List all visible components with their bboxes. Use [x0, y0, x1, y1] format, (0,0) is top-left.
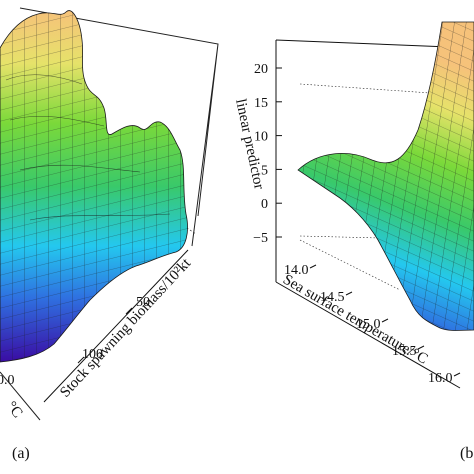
panel-b-ztick-label: 0: [261, 197, 268, 212]
panel-a-xtick-mark: [77, 356, 85, 364]
panel-a: 50 100 Stock spawning biomass/10²kt 10.0…: [0, 7, 219, 462]
panel-b-ytick-mark: [417, 345, 425, 350]
panel-a-box-edges: [0, 7, 219, 421]
panel-b-ytick-label: 16.0: [428, 371, 453, 386]
panel-b-ztick-label: −5: [253, 231, 268, 246]
panel-b-ztick-label: 10: [254, 130, 268, 145]
panel-b-ytick-mark: [309, 264, 317, 269]
panel-a-partial-axis: 10.0 °C: [0, 373, 25, 421]
panel-b-label: (b: [460, 445, 473, 462]
panel-a-surface: [0, 10, 189, 363]
panel-b-ztick-label: 15: [254, 96, 268, 111]
panel-b-ytick-label: 15.5: [392, 344, 417, 359]
panel-a-partial-tick: 10.0: [0, 373, 15, 388]
panel-b-ytick-mark: [453, 372, 461, 377]
panel-a-xtick-label: 50: [136, 295, 150, 310]
panel-a-xtick-mark: [125, 307, 133, 315]
panel-b-ytick-label: 15.0: [356, 317, 381, 332]
panel-a-label: (a): [12, 445, 30, 462]
panel-b-ytick-label: 14.5: [320, 290, 345, 305]
panel-b-ztick-label: 5: [261, 163, 268, 178]
panel-b-ztick-label: 20: [254, 62, 268, 77]
panel-b-ytick-label: 14.0: [284, 263, 309, 278]
panel-a-xtick-label: 100: [82, 347, 103, 362]
panel-b-ytick-mark: [345, 291, 353, 296]
panel-b-ytick-mark: [381, 318, 389, 323]
panel-a-partial-axis-label: °C: [3, 399, 25, 421]
